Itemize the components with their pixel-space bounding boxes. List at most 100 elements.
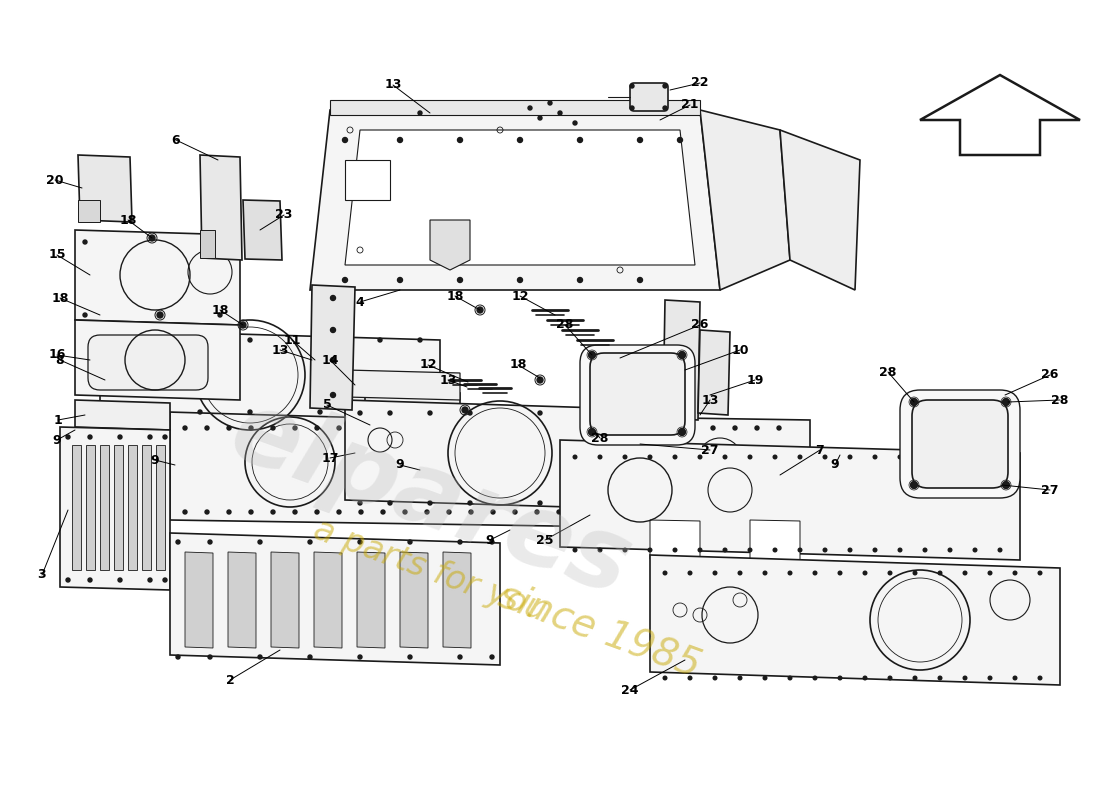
Circle shape <box>258 540 262 544</box>
Circle shape <box>579 510 583 514</box>
Circle shape <box>218 313 222 317</box>
Circle shape <box>408 540 412 544</box>
Text: 27: 27 <box>702 443 718 457</box>
Polygon shape <box>75 230 240 325</box>
Circle shape <box>1038 676 1042 680</box>
Polygon shape <box>698 330 730 415</box>
Circle shape <box>899 548 902 552</box>
Circle shape <box>491 510 495 514</box>
Circle shape <box>658 411 662 415</box>
Text: 18: 18 <box>509 358 527 371</box>
Text: 26: 26 <box>1042 369 1058 382</box>
Text: 19: 19 <box>746 374 763 386</box>
Circle shape <box>838 676 842 680</box>
Polygon shape <box>72 445 81 570</box>
Circle shape <box>838 571 842 574</box>
Text: 12: 12 <box>419 358 437 371</box>
Circle shape <box>579 426 583 430</box>
Circle shape <box>271 510 275 514</box>
Circle shape <box>490 540 494 544</box>
Circle shape <box>378 338 382 342</box>
Circle shape <box>1002 398 1010 406</box>
Circle shape <box>447 426 451 430</box>
Circle shape <box>88 578 92 582</box>
Circle shape <box>663 106 667 110</box>
Text: 13: 13 <box>384 78 402 91</box>
Circle shape <box>557 426 561 430</box>
Text: 13: 13 <box>702 394 718 406</box>
Circle shape <box>773 548 777 552</box>
Polygon shape <box>75 320 240 400</box>
Circle shape <box>318 410 322 414</box>
Circle shape <box>538 116 542 120</box>
Circle shape <box>359 426 363 430</box>
Circle shape <box>723 548 727 552</box>
Circle shape <box>630 84 634 88</box>
Polygon shape <box>345 160 390 200</box>
FancyBboxPatch shape <box>580 345 695 445</box>
Circle shape <box>645 426 649 430</box>
Circle shape <box>623 510 627 514</box>
Polygon shape <box>365 390 460 455</box>
Circle shape <box>425 510 429 514</box>
Circle shape <box>208 540 212 544</box>
Circle shape <box>573 121 578 125</box>
Circle shape <box>548 101 552 105</box>
Polygon shape <box>185 552 213 648</box>
Circle shape <box>713 571 717 574</box>
Circle shape <box>308 540 312 544</box>
Circle shape <box>468 411 472 415</box>
Circle shape <box>648 455 652 459</box>
Circle shape <box>318 338 322 342</box>
Circle shape <box>689 426 693 430</box>
Circle shape <box>381 426 385 430</box>
Circle shape <box>477 307 483 313</box>
Circle shape <box>490 655 494 659</box>
Polygon shape <box>358 552 385 648</box>
Circle shape <box>601 426 605 430</box>
Circle shape <box>183 426 187 430</box>
Polygon shape <box>135 348 185 385</box>
Circle shape <box>403 426 407 430</box>
Text: 9: 9 <box>151 454 160 466</box>
Circle shape <box>148 410 152 414</box>
Circle shape <box>823 455 827 459</box>
Text: 6: 6 <box>172 134 180 146</box>
Circle shape <box>198 410 202 414</box>
Circle shape <box>388 411 392 415</box>
Circle shape <box>148 578 152 582</box>
Circle shape <box>337 510 341 514</box>
FancyBboxPatch shape <box>630 83 668 111</box>
Circle shape <box>418 338 422 342</box>
Circle shape <box>573 548 576 552</box>
Circle shape <box>679 429 685 435</box>
Circle shape <box>315 510 319 514</box>
Circle shape <box>638 411 642 415</box>
Circle shape <box>988 676 992 680</box>
Circle shape <box>638 501 642 505</box>
Circle shape <box>418 410 422 414</box>
Text: 22: 22 <box>691 77 708 90</box>
Circle shape <box>598 548 602 552</box>
Text: a parts for you: a parts for you <box>309 513 551 627</box>
Polygon shape <box>170 533 501 665</box>
Circle shape <box>240 322 246 328</box>
Text: 9: 9 <box>53 434 62 446</box>
Circle shape <box>1038 571 1042 574</box>
Circle shape <box>678 138 682 142</box>
Circle shape <box>948 548 951 552</box>
Circle shape <box>358 540 362 544</box>
Circle shape <box>378 410 382 414</box>
Polygon shape <box>60 427 170 590</box>
Circle shape <box>748 455 751 459</box>
Circle shape <box>938 571 942 574</box>
Circle shape <box>645 510 649 514</box>
Text: 27: 27 <box>1042 483 1058 497</box>
Text: 13: 13 <box>272 343 288 357</box>
Polygon shape <box>200 230 214 258</box>
Circle shape <box>964 571 967 574</box>
Circle shape <box>403 510 407 514</box>
Text: 28: 28 <box>879 366 896 378</box>
Circle shape <box>624 548 627 552</box>
Circle shape <box>557 510 561 514</box>
